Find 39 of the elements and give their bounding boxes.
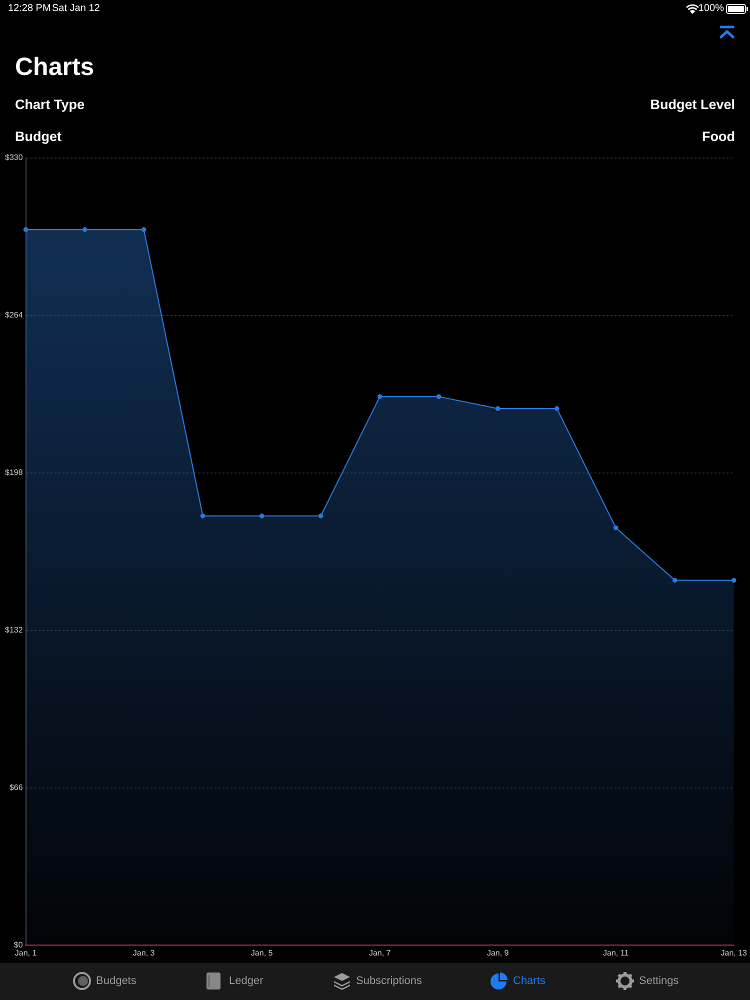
text: 100% (698, 3, 724, 14)
text: Budget (15, 129, 62, 144)
text: Settings (639, 975, 679, 987)
y-tick-label: $264 (5, 310, 24, 320)
text: Chart Type (15, 97, 85, 112)
y-tick-label: $198 (5, 468, 24, 478)
text: Ledger (229, 975, 264, 987)
x-tick-label: Jan, 5 (250, 948, 274, 958)
point (259, 514, 264, 518)
x-tick-label: Jan, 1 (14, 948, 38, 958)
point (613, 525, 618, 530)
text: Charts (513, 975, 546, 987)
chart-title: Charts (15, 53, 94, 82)
point (82, 227, 88, 232)
x-tick-label: Jan, 7 (368, 948, 392, 958)
point (436, 394, 442, 400)
point (672, 578, 678, 583)
point (318, 514, 324, 518)
x-tick-label: Jan, 9 (486, 948, 510, 958)
text: 12:28 PM (8, 3, 51, 14)
text: Sat Jan 12 (52, 3, 100, 14)
point (23, 227, 28, 232)
x-tick-label: Jan, 11 (603, 948, 630, 958)
point (141, 227, 146, 232)
text: Subscriptions (356, 975, 422, 987)
text: Budgets (96, 975, 136, 987)
y-tick-label: $330 (5, 153, 24, 162)
y-tick-label: $66 (9, 783, 24, 792)
y-tick-label: $132 (5, 626, 24, 635)
x-tick-label: Jan, 3 (132, 948, 156, 958)
point (731, 578, 736, 583)
text: Budget Level (650, 97, 735, 112)
point (200, 514, 206, 518)
text: Food (702, 129, 735, 144)
point (554, 406, 560, 411)
point (495, 406, 500, 411)
y-tick-label: $0 (14, 940, 24, 950)
point (377, 394, 382, 400)
x-tick-label: Jan, 13 (720, 948, 748, 958)
